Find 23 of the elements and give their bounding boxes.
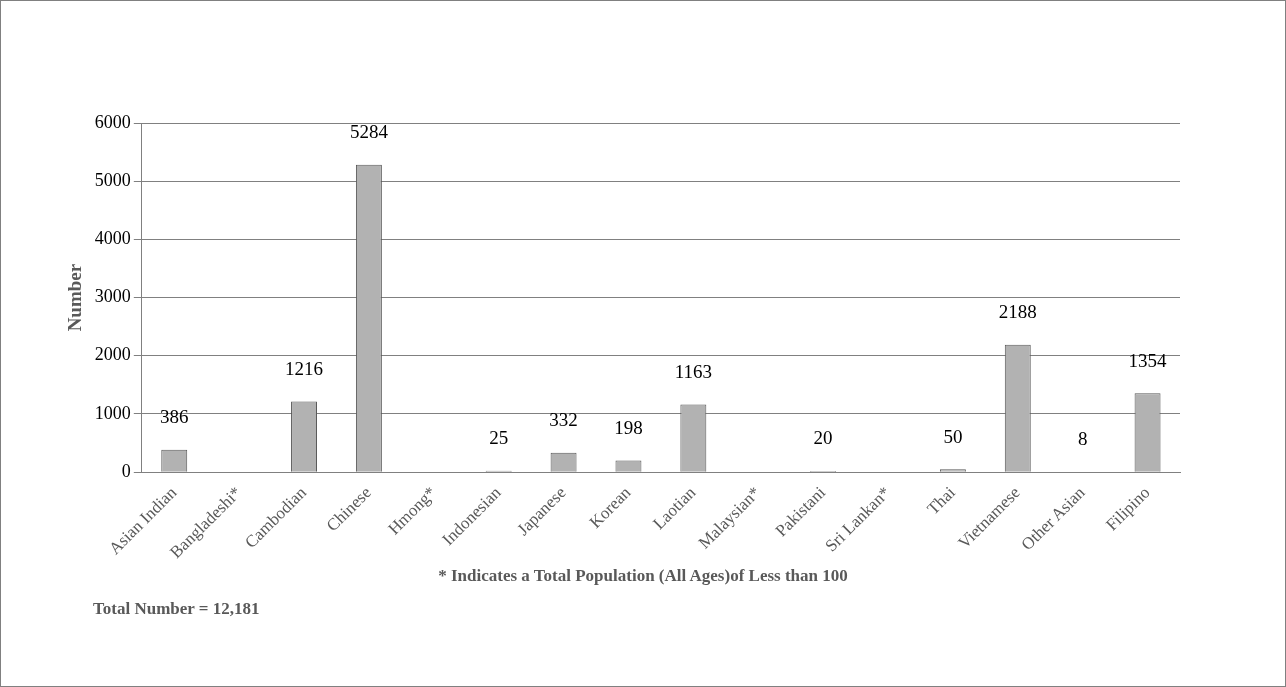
data-label: 2188 [998, 301, 1037, 323]
y-tick-label: 3000 [94, 286, 131, 307]
y-tick-label: 0 [121, 460, 131, 481]
y-tick-label: 1000 [94, 402, 131, 423]
data-label: 198 [614, 417, 643, 439]
x-tick-label: Thai [923, 482, 960, 519]
data-label: 1163 [674, 360, 712, 382]
data-label: 5284 [349, 121, 389, 143]
y-tick-label: 5000 [94, 169, 131, 190]
y-tick-label: 2000 [94, 344, 131, 365]
data-label: 50 [943, 425, 963, 447]
data-label: 25 [489, 427, 509, 449]
data-label: 8 [1077, 428, 1088, 450]
data-label: 386 [159, 406, 189, 428]
y-tick-label: 6000 [94, 111, 131, 132]
y-axis-title: Number [64, 263, 86, 332]
y-tick-label: 4000 [94, 228, 131, 249]
data-label: 1354 [1128, 349, 1168, 371]
data-label: 332 [549, 409, 578, 431]
text: Total Number = 12,181 [93, 599, 260, 619]
data-label: 1216 [285, 357, 324, 379]
data-label: 20 [813, 427, 833, 449]
text: * Indicates a Total Population (All Ages)of Less than 100 [438, 566, 848, 586]
